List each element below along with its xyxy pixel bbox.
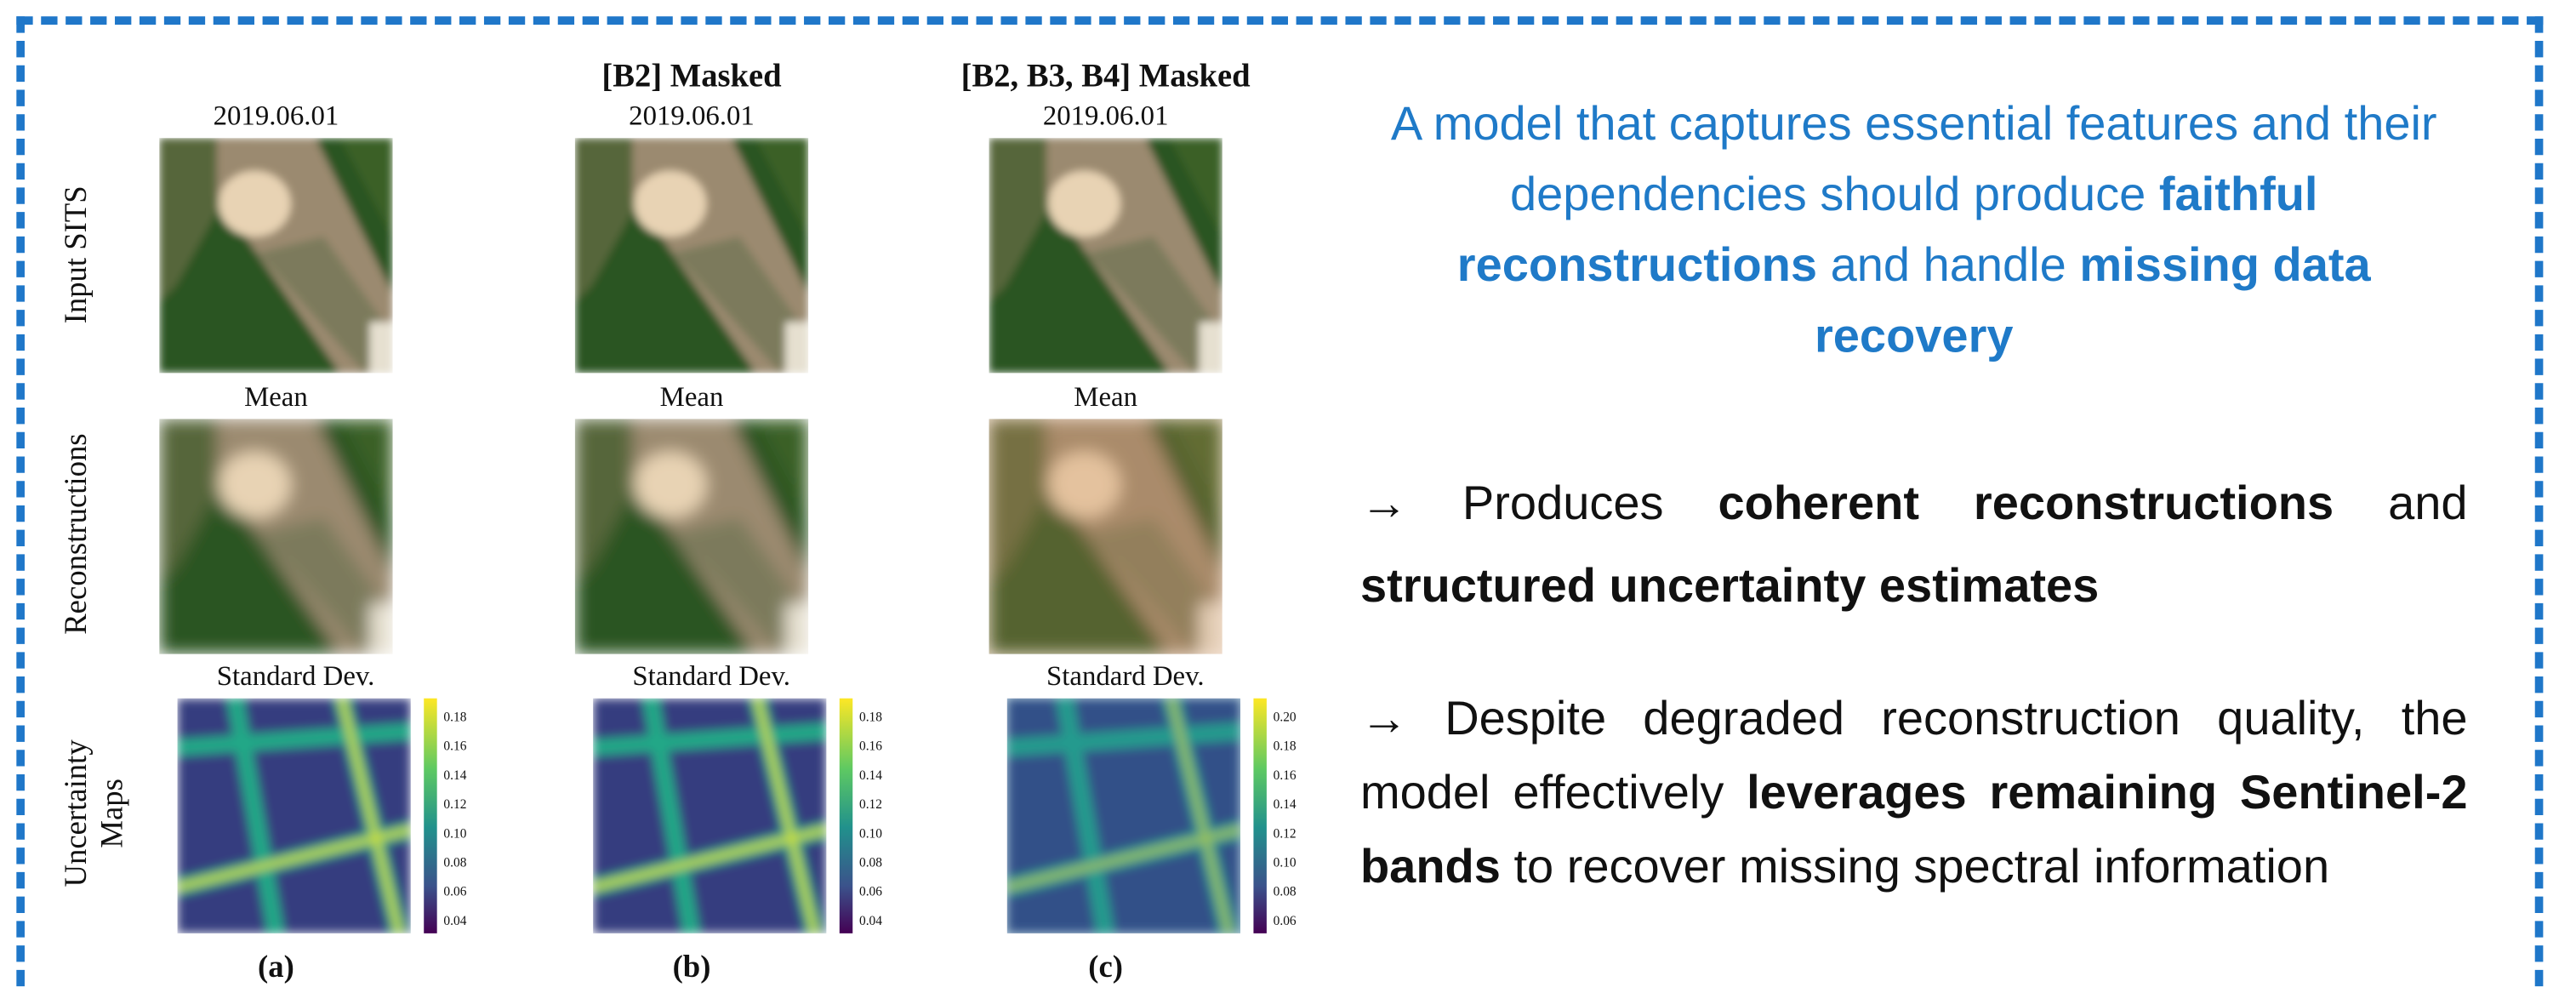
row-title: Mean <box>1074 382 1137 413</box>
colorbar-tick-label: 0.12 <box>1274 826 1297 841</box>
row-title: Standard Dev. <box>632 661 790 692</box>
bullet: → Despite degraded reconstruction qualit… <box>1360 683 2468 905</box>
colorbar-tick-label: 0.12 <box>443 797 466 812</box>
colorbar-tick-label: 0.08 <box>443 855 466 870</box>
colorbar-tick-label: 0.20 <box>1274 710 1297 724</box>
colorbar-tick-label: 0.04 <box>443 914 466 928</box>
input-image <box>575 138 808 373</box>
text: → Produces <box>1360 478 1718 531</box>
colorbar-tick-label: 0.14 <box>443 768 466 783</box>
summary: A model that captures essential features… <box>1360 90 2468 373</box>
colorbar <box>840 699 852 933</box>
colorbar-tick-label: 0.16 <box>1274 768 1297 783</box>
panel-label: (a) <box>258 949 294 984</box>
text: and <box>2334 478 2467 531</box>
row-label: Input SITS <box>58 185 93 323</box>
colorbar-tick-label: 0.18 <box>859 710 882 724</box>
colorbar <box>424 699 436 933</box>
reconstruction-image <box>159 419 392 653</box>
row-label: Uncertainty <box>58 739 93 887</box>
colorbar-tick-label: 0.16 <box>443 739 466 754</box>
row-label: Reconstructions <box>58 433 93 634</box>
reconstruction-image <box>575 419 808 653</box>
colorbar-tick-label: 0.16 <box>859 739 882 754</box>
page: {"figure": { "row_labels": [{"lines": ["… <box>0 0 2576 993</box>
column-header: [B2] Masked <box>601 59 782 94</box>
input-image <box>159 138 392 373</box>
panel-label: (c) <box>1088 949 1123 984</box>
colorbar <box>1253 699 1266 933</box>
image-grid <box>159 138 1267 933</box>
column-header: [B2, B3, B4] Masked <box>961 59 1251 94</box>
uncertainty-image <box>593 699 826 933</box>
colorbar-tick-label: 0.18 <box>1274 739 1297 754</box>
text: and handle <box>1817 240 2079 293</box>
row-title: Standard Dev. <box>217 661 375 692</box>
date-label: 2019.06.01 <box>629 101 755 132</box>
colorbar-tick-label: 0.18 <box>443 710 466 724</box>
colorbar-tick-label: 0.10 <box>443 826 466 841</box>
row-title: Mean <box>660 382 724 413</box>
date-label: 2019.06.01 <box>1043 101 1169 132</box>
uncertainty-image <box>178 699 411 933</box>
date-label: 2019.06.01 <box>214 101 339 132</box>
reconstruction-image <box>989 419 1222 653</box>
colorbar-tick-label: 0.04 <box>859 914 882 928</box>
colorbar-tick-label: 0.06 <box>1274 914 1297 928</box>
colorbar-tick-label: 0.14 <box>1274 797 1297 812</box>
emphasis: coherent reconstructions <box>1718 478 2334 531</box>
bullet: → Produces coherent reconstructions and … <box>1360 464 2468 628</box>
text: to recover missing spectral information <box>1501 842 2329 894</box>
row-label: Maps <box>94 779 129 848</box>
colorbar-tick-label: 0.06 <box>443 885 466 899</box>
input-image <box>989 138 1222 373</box>
colorbar-tick-label: 0.10 <box>1274 855 1297 870</box>
text-panel: A model that captures essential features… <box>1360 90 2468 905</box>
row-title: Mean <box>244 382 308 413</box>
uncertainty-image <box>1007 699 1240 933</box>
slide: Input SITS Reconstructions UncertaintyMaps… <box>0 0 2576 993</box>
colorbar-tick-label: 0.08 <box>859 855 882 870</box>
colorbar-tick-label: 0.12 <box>859 797 882 812</box>
emphasis: structured uncertainty estimates <box>1360 561 2099 613</box>
colorbar-tick-label: 0.08 <box>1274 885 1297 899</box>
panel-label: (b) <box>673 949 711 984</box>
colorbar-tick-label: 0.10 <box>859 826 882 841</box>
colorbar-tick-label: 0.06 <box>859 885 882 899</box>
row-title: Standard Dev. <box>1046 661 1205 692</box>
colorbar-tick-label: 0.14 <box>859 768 882 783</box>
